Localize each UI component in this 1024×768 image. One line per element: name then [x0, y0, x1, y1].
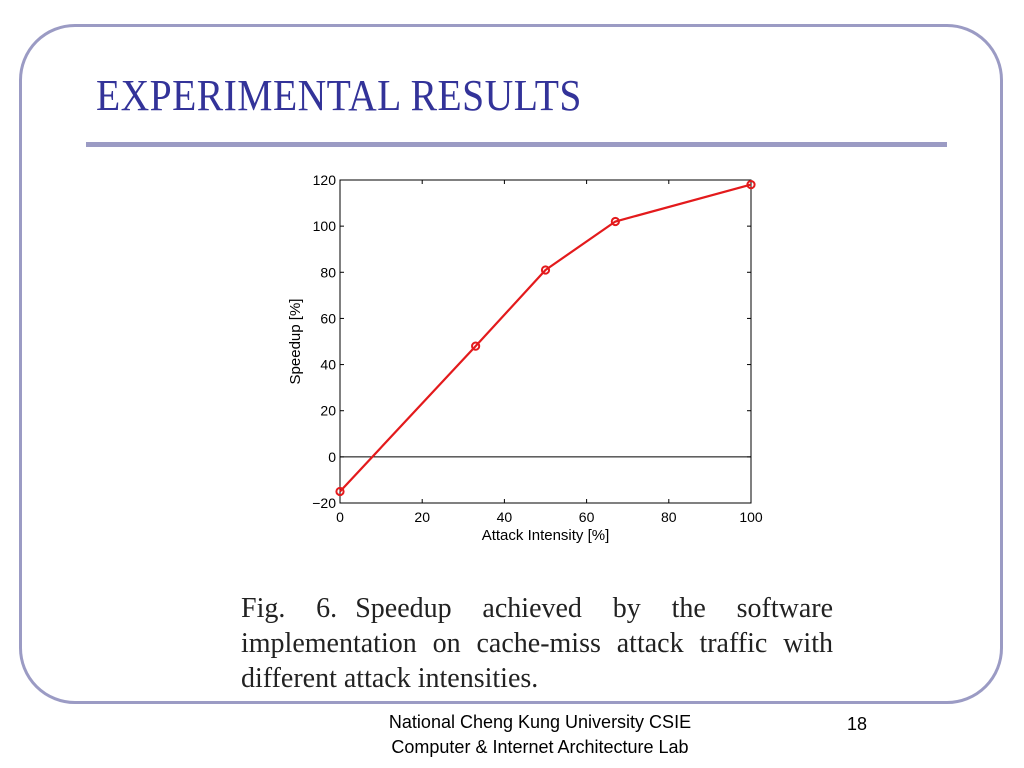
caption-label: Fig. 6.: [241, 593, 338, 624]
y-tick-label: −20: [312, 495, 336, 511]
figure-caption: Fig. 6. Speedup achieved by the software …: [241, 591, 833, 696]
x-tick-label: 40: [497, 509, 513, 525]
x-tick-label: 100: [739, 509, 763, 525]
footer-institution: National Cheng Kung University CSIE: [388, 712, 692, 732]
y-tick-label: 60: [320, 310, 336, 326]
y-tick-label: 0: [328, 449, 336, 465]
plot-area: [339, 179, 752, 504]
y-tick-label: 20: [320, 403, 336, 419]
slide-frame: [19, 24, 1003, 704]
x-tick-label: 20: [414, 509, 430, 525]
data-point: [471, 341, 481, 351]
data-point: [540, 265, 551, 275]
page-number: 18: [846, 714, 868, 734]
y-tick-label: 100: [313, 218, 337, 234]
footer: National Cheng Kung University CSIE Comp…: [360, 710, 720, 760]
slide-title: EXPERIMENTAL RESULTS: [96, 71, 582, 120]
caption-text: Speedup achieved by the software impleme…: [241, 593, 834, 694]
data-point: [610, 216, 620, 227]
y-tick-label: 40: [320, 357, 336, 373]
data-point: [746, 180, 756, 190]
data-point: [335, 486, 345, 497]
y-axis-label: Speedup [%]: [287, 299, 304, 385]
y-tick-label: 80: [320, 264, 336, 280]
series-line: [339, 183, 752, 493]
x-tick-label: 80: [661, 509, 677, 525]
x-tick-label: 60: [579, 509, 595, 525]
y-tick-label: 120: [313, 172, 337, 188]
x-axis-label: Attack Intensity [%]: [482, 527, 610, 544]
footer-lab: Computer & Internet Architecture Lab: [391, 737, 689, 757]
title-divider: [86, 142, 947, 147]
x-tick-label: 0: [336, 509, 344, 525]
